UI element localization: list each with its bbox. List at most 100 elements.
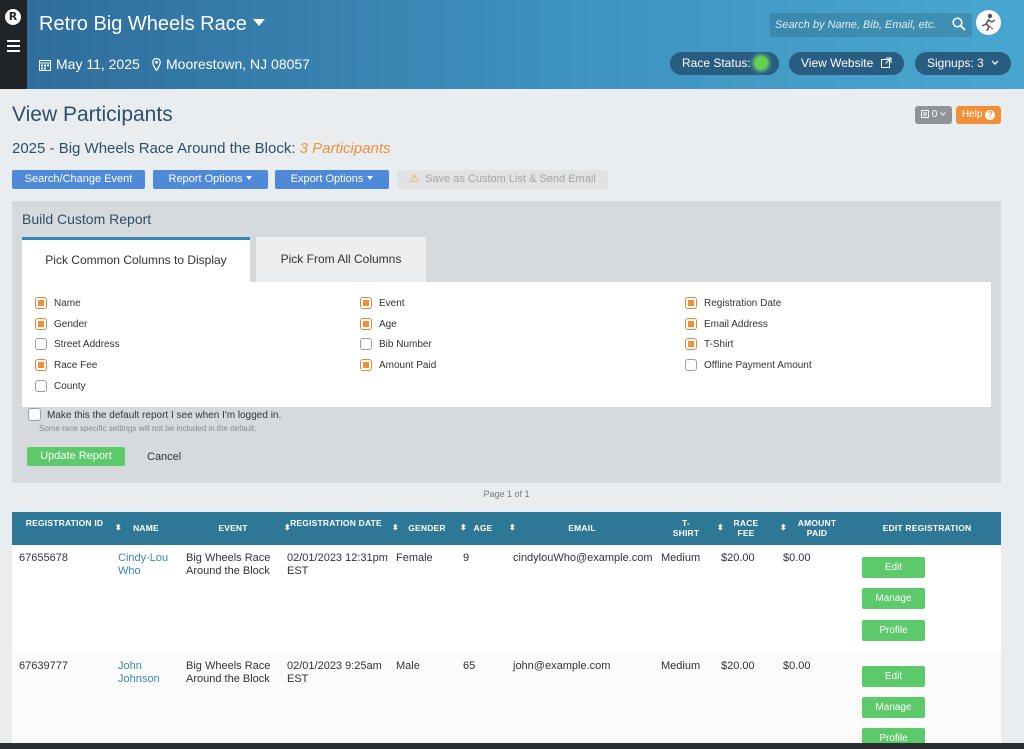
save-custom-list-button[interactable]: ⚠ Save as Custom List & Send Email (397, 170, 608, 189)
column-checkbox[interactable]: Registration Date (685, 297, 781, 309)
checkbox[interactable] (360, 318, 372, 330)
checkbox[interactable] (360, 297, 372, 309)
table-row: 67655678 Cindy-Lou Who Big Wheels Race A… (12, 545, 1001, 653)
column-label: Event (379, 298, 405, 309)
checkbox[interactable] (360, 338, 372, 350)
sort-icon[interactable]: ⬍ (717, 523, 724, 532)
count-value: 0 (931, 109, 938, 120)
count-dropdown[interactable]: 0 (915, 106, 952, 124)
column-checkbox[interactable]: Offline Payment Amount (685, 359, 812, 371)
race-fee-cell: $20.00 (721, 660, 755, 672)
tab-all-columns[interactable]: Pick From All Columns (256, 237, 426, 282)
column-checkbox[interactable]: Race Fee (35, 359, 97, 371)
sort-icon[interactable]: ⬍ (284, 523, 291, 532)
sort-icon[interactable]: ⬍ (392, 523, 399, 532)
checkbox[interactable] (360, 359, 372, 371)
signups-button[interactable]: Signups: 3 (915, 52, 1012, 75)
checkbox[interactable] (35, 297, 47, 309)
menu-icon[interactable] (7, 40, 20, 55)
help-button[interactable]: Help ? (956, 106, 1001, 124)
column-header[interactable]: AMOUNT PAID (797, 518, 837, 538)
search-box (770, 13, 972, 37)
participant-count: 3 Participants (299, 140, 391, 157)
pagination-info: Page 1 of 1 (483, 489, 530, 499)
race-date: May 11, 2025 (39, 56, 140, 72)
default-report-option[interactable]: Make this the default report I see when … (28, 408, 281, 421)
report-options-button[interactable]: Report Options (153, 170, 268, 189)
column-header[interactable]: REGISTRATION DATE (290, 518, 382, 528)
edit-button[interactable]: Edit (862, 666, 925, 687)
race-selector[interactable]: Retro Big Wheels Race (39, 13, 265, 36)
manage-button[interactable]: Manage (862, 588, 925, 609)
update-report-button[interactable]: Update Report (27, 447, 125, 466)
checkbox[interactable] (35, 359, 47, 371)
cancel-link[interactable]: Cancel (147, 451, 182, 463)
warning-icon: ⚠ (409, 173, 420, 185)
column-checkbox[interactable]: Amount Paid (360, 359, 436, 371)
column-checkbox[interactable]: Event (360, 297, 405, 309)
chevron-down-icon (991, 60, 999, 65)
column-checkbox[interactable]: Street Address (35, 338, 120, 350)
column-checkbox[interactable]: Age (360, 318, 397, 330)
column-label: Registration Date (704, 298, 782, 309)
column-checkbox[interactable]: County (35, 380, 86, 392)
sort-icon[interactable]: ⬍ (460, 523, 467, 532)
race-date-text: May 11, 2025 (56, 56, 140, 72)
column-header[interactable]: GENDER (408, 523, 446, 533)
race-status-label: Race Status: (682, 56, 751, 70)
column-checkbox[interactable]: Name (35, 297, 81, 309)
search-change-label: Search/Change Event (24, 173, 133, 185)
view-website-button[interactable]: View Website (789, 52, 904, 75)
gender-cell: Female (396, 552, 433, 564)
sort-icon[interactable]: ⬍ (115, 523, 122, 532)
app-logo[interactable]: R (5, 9, 21, 25)
participant-name-link[interactable]: John Johnson (118, 660, 160, 685)
checkbox[interactable] (35, 318, 47, 330)
column-checkbox[interactable]: Email Address (685, 318, 768, 330)
column-header[interactable]: AGE (473, 523, 493, 533)
sort-icon[interactable]: ⬍ (509, 523, 516, 532)
user-avatar[interactable] (976, 10, 1001, 35)
caret-down-icon (246, 176, 253, 180)
event-name: 2025 - Big Wheels Race Around the Block: (12, 140, 296, 157)
race-status-button[interactable]: Race Status: (670, 52, 779, 75)
column-header[interactable]: EMAIL (568, 523, 596, 533)
page-title: View Participants (12, 103, 173, 126)
manage-button[interactable]: Manage (862, 697, 925, 718)
sort-icon[interactable]: ⬍ (780, 523, 787, 532)
help-label: Help (961, 109, 983, 120)
save-custom-label: Save as Custom List & Send Email (425, 173, 596, 185)
column-header[interactable]: REGISTRATION ID (25, 518, 104, 528)
list-icon (920, 110, 929, 118)
checkbox[interactable] (35, 338, 47, 350)
participant-name-link[interactable]: Cindy-Lou Who (118, 552, 169, 577)
column-checkbox[interactable]: Bib Number (360, 338, 432, 350)
tab-common-columns[interactable]: Pick Common Columns to Display (22, 237, 250, 282)
checkbox[interactable] (685, 359, 697, 371)
registration-date: 02/01/2023 9:25am EST (287, 660, 382, 685)
search-icon[interactable] (952, 17, 966, 31)
checkbox[interactable] (685, 297, 697, 309)
edit-button[interactable]: Edit (862, 557, 925, 578)
checkbox[interactable] (685, 318, 697, 330)
column-header[interactable]: RACE FEE (733, 518, 759, 538)
column-header[interactable]: T-SHIRT (672, 518, 700, 538)
column-header[interactable]: NAME (133, 523, 159, 533)
search-input[interactable] (770, 13, 945, 37)
column-label: Name (54, 298, 81, 309)
search-change-event-button[interactable]: Search/Change Event (12, 170, 145, 189)
default-report-checkbox[interactable] (28, 408, 41, 421)
window-bottom-bar (0, 743, 1024, 749)
column-checkbox[interactable]: T-Shirt (685, 338, 733, 350)
checkbox[interactable] (685, 338, 697, 350)
export-options-button[interactable]: Export Options (275, 170, 389, 189)
email-cell: cindylouWho@example.com (513, 552, 653, 564)
column-label: T-Shirt (704, 339, 734, 350)
race-fee-cell: $20.00 (721, 552, 755, 564)
checkbox[interactable] (35, 380, 47, 392)
amount-paid-cell: $0.00 (783, 660, 811, 672)
runner-icon (981, 13, 996, 32)
column-checkbox[interactable]: Gender (35, 318, 87, 330)
column-header[interactable]: EVENT (218, 523, 248, 533)
profile-button[interactable]: Profile (862, 620, 925, 641)
